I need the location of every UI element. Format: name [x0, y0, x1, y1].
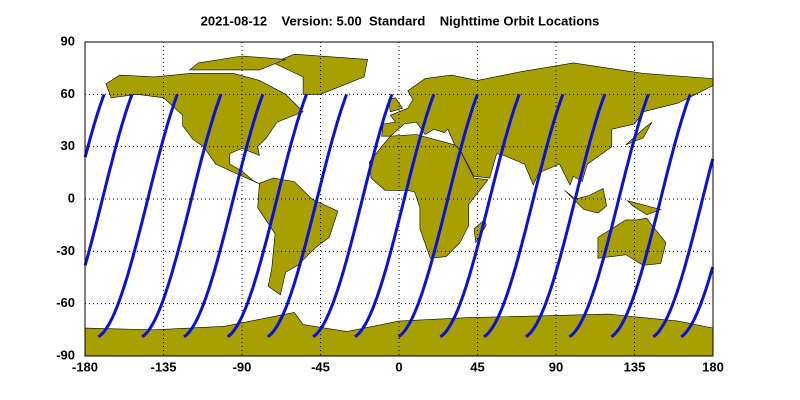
x-tick-label: -45: [311, 359, 330, 374]
landmass: [597, 217, 667, 266]
orbit-track: [354, 93, 436, 338]
orbit-tracks: [83, 93, 715, 339]
landmass: [564, 188, 607, 214]
orbit-track: [266, 93, 348, 339]
landmass: [625, 121, 653, 146]
y-tick-label: 60: [61, 86, 75, 101]
landmass: [368, 134, 489, 259]
y-tick-label: -90: [56, 347, 75, 362]
x-tick-label: 45: [470, 359, 484, 374]
x-tick-label: -180: [72, 359, 98, 374]
orbit-track: [610, 93, 692, 339]
orbit-track: [83, 93, 715, 338]
landmass: [188, 55, 286, 71]
orbit-track: [141, 93, 223, 339]
orbit-track: [226, 93, 308, 339]
x-tick-label: -90: [233, 359, 252, 374]
orbit-track: [97, 93, 179, 339]
orbit-track: [312, 93, 394, 339]
landmass: [105, 73, 304, 186]
orbit-track: [525, 93, 607, 339]
orbit-track: [568, 93, 650, 339]
plot-frame: [84, 41, 714, 357]
x-tick-label: 0: [395, 359, 402, 374]
y-tick-label: -30: [56, 243, 75, 258]
x-tick-label: 90: [549, 359, 563, 374]
orbit-track: [183, 93, 265, 339]
orbit-track: [483, 93, 565, 339]
orbit-track: [83, 93, 715, 339]
y-tick-label: 0: [68, 190, 75, 205]
x-tick-label: -135: [150, 359, 176, 374]
landmass: [381, 62, 714, 186]
x-tick-label: 135: [624, 359, 646, 374]
orbit-track: [439, 93, 521, 339]
chart-title: 2021-08-12 Version: 5.00 Standard Nightt…: [201, 13, 600, 28]
landmass: [626, 200, 662, 216]
x-tick-label: 180: [702, 359, 724, 374]
orbit-track: [397, 93, 479, 339]
y-tick-label: -60: [56, 295, 75, 310]
y-tick-label: 90: [61, 33, 75, 48]
landmass: [257, 177, 339, 296]
y-tick-label: 30: [61, 138, 75, 153]
